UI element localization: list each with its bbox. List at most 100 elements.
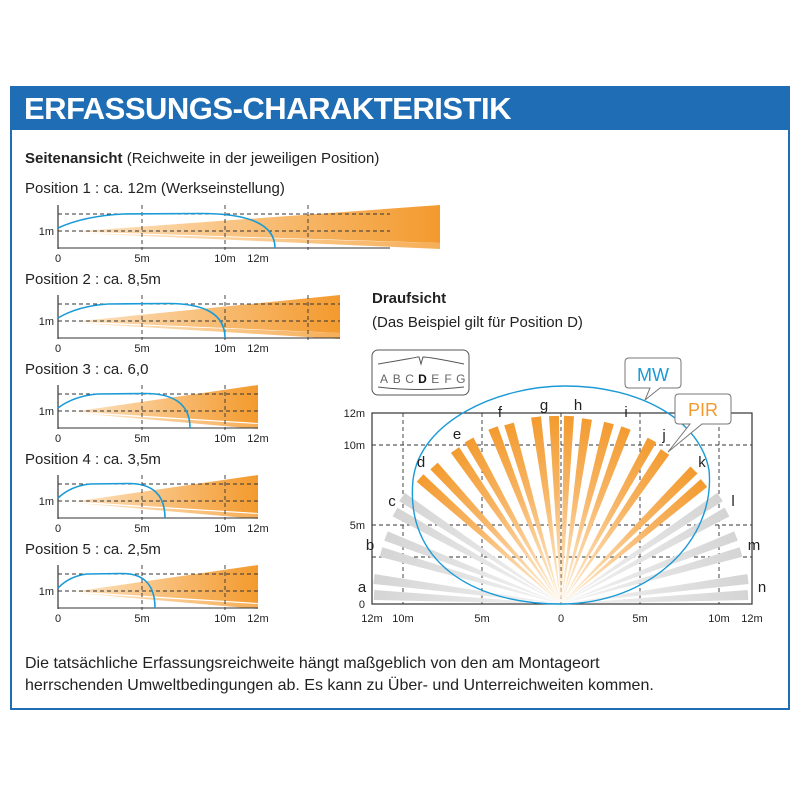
x-tick-label: 5m bbox=[134, 613, 149, 625]
x-tick-label: 0 bbox=[55, 613, 61, 625]
mw-range-curve bbox=[57, 572, 156, 609]
x-tick-label: 0 bbox=[55, 343, 61, 355]
position-3-label: Position 3 : ca. 6,0 bbox=[25, 361, 149, 378]
side-view-note: (Reichweite in der jeweiligen Position) bbox=[126, 150, 380, 167]
position-1-label: Position 1 : ca. 12m (Werkseinstellung) bbox=[25, 180, 285, 197]
zone-label-j: j bbox=[661, 427, 665, 444]
pir-lower-wedge bbox=[75, 413, 258, 429]
pir-zone-beam bbox=[561, 449, 670, 604]
x-tick-label: 12m bbox=[247, 523, 268, 535]
y-tick-1m: 1m bbox=[39, 586, 54, 598]
side-view-title: Seitenansicht bbox=[25, 150, 123, 167]
pir-zone-beam bbox=[416, 474, 561, 604]
page-title: ERFASSUNGS-CHARAKTERISTIK bbox=[24, 91, 511, 126]
pir-upper-wedge bbox=[75, 565, 258, 603]
mw-detection-field bbox=[411, 385, 711, 605]
y-tick-label: 12m bbox=[344, 408, 365, 420]
y-tick-1m: 1m bbox=[39, 496, 54, 508]
zone-label-d: d bbox=[417, 454, 425, 471]
zone-label-a: a bbox=[358, 579, 367, 596]
pir-zone-beam bbox=[561, 418, 592, 604]
side-chart-position-1: 1m 0 5m 10m 12m bbox=[39, 205, 440, 265]
position-letter-F: F bbox=[444, 372, 451, 386]
x-tick-label: 0 bbox=[55, 253, 61, 265]
position-letter-C: C bbox=[405, 372, 414, 386]
side-chart-position-3: 1m 0 5m 10m 12m bbox=[39, 385, 269, 445]
pir-upper-wedge bbox=[75, 385, 258, 423]
pir-zone-beam bbox=[450, 447, 561, 604]
position-letter-E: E bbox=[431, 372, 439, 386]
x-tick-label: 0 bbox=[558, 613, 564, 625]
y-tick-1m: 1m bbox=[39, 316, 54, 328]
side-chart-position-2: 1m 0 5m 10m 12m bbox=[39, 295, 340, 355]
inactive-zone-beam bbox=[561, 547, 743, 604]
y-tick-label: 0 bbox=[359, 599, 365, 611]
mw-range-curve bbox=[57, 482, 166, 519]
pir-zone-beam bbox=[561, 479, 708, 604]
pir-zone-beam bbox=[561, 421, 614, 604]
x-tick-label: 5m bbox=[632, 613, 647, 625]
sensor-base-icon bbox=[377, 386, 465, 390]
x-tick-label: 10m bbox=[214, 523, 235, 535]
zone-label-k: k bbox=[698, 454, 706, 471]
pir-zone-beam bbox=[488, 426, 561, 604]
position-letter-B: B bbox=[393, 372, 401, 386]
pir-lower-wedge bbox=[75, 323, 340, 339]
mw-range-curve bbox=[57, 302, 226, 339]
position-5-label: Position 5 : ca. 2,5m bbox=[25, 541, 161, 558]
inactive-zone-beam bbox=[373, 574, 561, 604]
side-view-heading: Seitenansicht (Reichweite in der jeweili… bbox=[25, 150, 379, 167]
pir-callout-label: PIR bbox=[688, 400, 718, 420]
pir-zone-beam bbox=[561, 437, 657, 604]
side-chart-position-5: 1m 0 5m 10m 12m bbox=[39, 565, 269, 625]
position-letter-D: D bbox=[418, 372, 427, 386]
x-tick-label: 12m bbox=[247, 433, 268, 445]
y-tick-1m: 1m bbox=[39, 226, 54, 238]
pir-zone-beam bbox=[504, 422, 561, 604]
x-tick-label: 12m bbox=[247, 343, 268, 355]
pir-zone-beam bbox=[531, 416, 561, 604]
mw-range-curve bbox=[57, 212, 276, 249]
position-letter-A: A bbox=[380, 372, 388, 386]
zone-label-f: f bbox=[498, 404, 503, 421]
x-tick-label: 0 bbox=[55, 433, 61, 445]
x-tick-label: 12m bbox=[247, 253, 268, 265]
x-tick-label: 10m bbox=[214, 433, 235, 445]
sensor-lens-icon bbox=[377, 356, 465, 366]
inactive-zone-beam bbox=[561, 492, 723, 604]
x-tick-label: 10m bbox=[214, 343, 235, 355]
position-4-label: Position 4 : ca. 3,5m bbox=[25, 451, 161, 468]
x-tick-label: 10m bbox=[708, 613, 729, 625]
mw-callout-label: MW bbox=[637, 365, 669, 385]
y-tick-label: 5m bbox=[350, 520, 365, 532]
inactive-zone-beam bbox=[561, 574, 749, 604]
header-bar: ERFASSUNGS-CHARAKTERISTIK bbox=[10, 86, 790, 130]
zone-label-b: b bbox=[366, 537, 374, 554]
pir-lower-wedge bbox=[75, 593, 258, 609]
top-view-title: Draufsicht bbox=[372, 290, 447, 307]
inactive-zone-beam bbox=[379, 547, 561, 604]
x-tick-label: 5m bbox=[474, 613, 489, 625]
x-tick-label: 10m bbox=[214, 613, 235, 625]
footer-line-2: herrschenden Umweltbedingungen ab. Es ka… bbox=[25, 677, 654, 694]
pir-upper-wedge bbox=[75, 205, 440, 243]
x-tick-label: 12m bbox=[361, 613, 382, 625]
pir-upper-wedge bbox=[75, 475, 258, 513]
x-tick-label: 5m bbox=[134, 343, 149, 355]
x-tick-label: 10m bbox=[214, 253, 235, 265]
zone-label-l: l bbox=[731, 493, 734, 510]
pir-zone-beam bbox=[561, 426, 631, 604]
pir-zone-beam bbox=[430, 462, 561, 604]
pir-zone-beam bbox=[549, 415, 561, 604]
zone-label-n: n bbox=[758, 579, 766, 596]
pir-upper-wedge bbox=[75, 295, 340, 333]
footer-line-1: Die tatsächliche Erfassungsreichweite hä… bbox=[25, 655, 600, 672]
x-tick-label: 5m bbox=[134, 523, 149, 535]
zone-label-h: h bbox=[574, 397, 582, 414]
inactive-zone-beam bbox=[392, 507, 561, 604]
pir-lower-wedge bbox=[75, 233, 440, 249]
x-tick-label: 12m bbox=[247, 613, 268, 625]
mw-callout-bubble bbox=[624, 357, 682, 401]
